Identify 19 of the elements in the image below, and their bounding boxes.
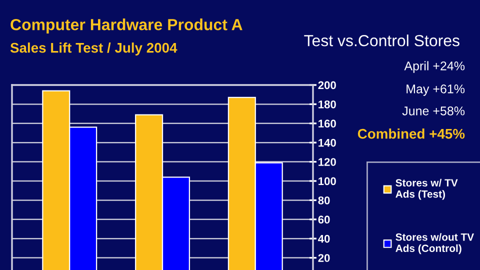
y-tick-label: 140	[318, 138, 336, 147]
y-tick-label: 120	[318, 158, 336, 166]
y-tick-label: 100	[318, 177, 336, 186]
y-tick-label: 160	[318, 120, 336, 128]
text: Test vs.Control Stores	[304, 34, 460, 46]
chart-title: Computer Hardware Product A	[10, 18, 242, 34]
chart-subtitle: Sales Lift Test / July 2004	[10, 42, 178, 56]
legend-label: Stores w/out TV Ads (Control)	[396, 233, 474, 254]
y-tick-label: 20	[318, 254, 330, 262]
y-tick-label: 80	[318, 196, 330, 204]
text: June +58%	[402, 106, 465, 116]
text: Combined +45%	[358, 128, 465, 139]
text: April +24%	[404, 61, 465, 73]
y-tick-label: 200	[318, 81, 336, 90]
y-tick-label: 60	[318, 216, 330, 224]
text: May +61%	[406, 84, 465, 96]
y-tick-label: 40	[318, 234, 330, 243]
y-tick-label: 180	[318, 100, 336, 108]
legend-label: Stores w/ TV Ads (Test)	[396, 178, 458, 200]
